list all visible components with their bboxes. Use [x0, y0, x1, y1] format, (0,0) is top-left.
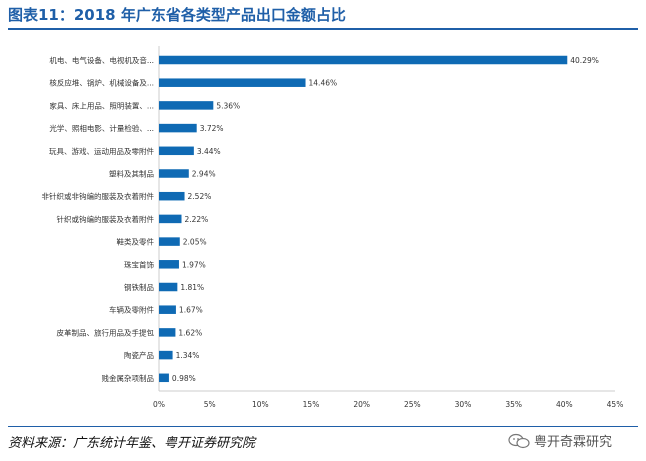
- bar: [159, 328, 176, 337]
- bar: [159, 305, 176, 314]
- data-label: 2.94%: [192, 170, 216, 179]
- category-label: 家具、床上用品、照明装置、...: [49, 100, 154, 110]
- bar-chart: 0% 5% 10% 15% 20% 25% 30% 35% 40% 45% 机电、电气设备、电视机及…: [42, 46, 624, 409]
- category-label: 鞋类及零件: [117, 237, 155, 247]
- category-label: 机电、电气设备、电视机及音...: [49, 55, 154, 65]
- category-label: 钢铁制品: [124, 282, 154, 292]
- category-label: 贱金属杂项制品: [102, 373, 155, 383]
- x-tick-label: 5%: [204, 400, 216, 409]
- data-label: 0.98%: [172, 374, 196, 383]
- bar: [159, 282, 178, 292]
- data-label: 1.62%: [178, 328, 202, 337]
- bar: [159, 373, 169, 383]
- footer-divider: [8, 426, 638, 427]
- bar: [159, 169, 189, 178]
- x-tick-label: 10%: [252, 400, 269, 409]
- data-label: 1.34%: [176, 351, 200, 360]
- x-tick-label: 40%: [556, 400, 573, 409]
- category-label: 陶瓷产品: [124, 350, 154, 360]
- category-label: 针织或钩编的服装及衣着附件: [57, 214, 155, 224]
- data-label: 1.97%: [182, 260, 206, 269]
- watermark: 粤开奇霖研究: [508, 431, 612, 450]
- category-label: 珠宝首饰: [124, 259, 154, 269]
- x-tick-label: 20%: [353, 400, 370, 409]
- bar: [159, 146, 194, 156]
- category-label: 塑料及其制品: [109, 169, 154, 179]
- bar: [159, 350, 173, 360]
- chart-title: 图表11：2018 年广东省各类型产品出口金额占比: [8, 6, 346, 24]
- category-label: 车辆及零附件: [109, 305, 154, 315]
- bar: [159, 191, 185, 201]
- data-label: 2.22%: [184, 215, 208, 224]
- bar: [159, 123, 197, 133]
- x-tick-label: 45%: [607, 400, 624, 409]
- category-label: 玩具、游戏、运动用品及零附件: [49, 146, 154, 156]
- bar: [159, 101, 214, 110]
- category-label: 核反应堆、锅炉、机械设备及...: [49, 78, 154, 88]
- bar: [159, 78, 306, 87]
- source-note: 资料来源：广东统计年鉴、粤开证券研究院: [8, 436, 256, 451]
- data-label: 3.44%: [197, 147, 221, 156]
- data-label: 40.29%: [570, 56, 599, 65]
- category-label: 皮革制品、旅行用品及手提包: [57, 327, 155, 337]
- x-tick-label: 30%: [455, 400, 472, 409]
- x-tick-label: 25%: [404, 400, 421, 409]
- x-tick-label: 0%: [153, 400, 165, 409]
- bar: [159, 237, 180, 246]
- data-label: 14.46%: [309, 79, 338, 88]
- wechat-icon: [508, 433, 530, 448]
- data-label: 3.72%: [200, 124, 224, 133]
- category-label: 光学、照相电影、计量检验、...: [49, 123, 154, 133]
- title-divider: [8, 28, 638, 30]
- data-label: 2.05%: [183, 238, 207, 247]
- data-label: 2.52%: [188, 192, 212, 201]
- bar: [159, 214, 182, 224]
- data-label: 1.67%: [179, 306, 203, 315]
- x-tick-label: 15%: [303, 400, 320, 409]
- x-tick-label: 35%: [505, 400, 522, 409]
- data-label: 5.36%: [216, 101, 240, 110]
- bar: [159, 260, 179, 269]
- watermark-label: 粤开奇霖研究: [534, 435, 613, 450]
- bar: [159, 55, 568, 65]
- data-label: 1.81%: [180, 283, 204, 292]
- category-label: 非针织或非钩编的服装及衣着附件: [42, 191, 155, 201]
